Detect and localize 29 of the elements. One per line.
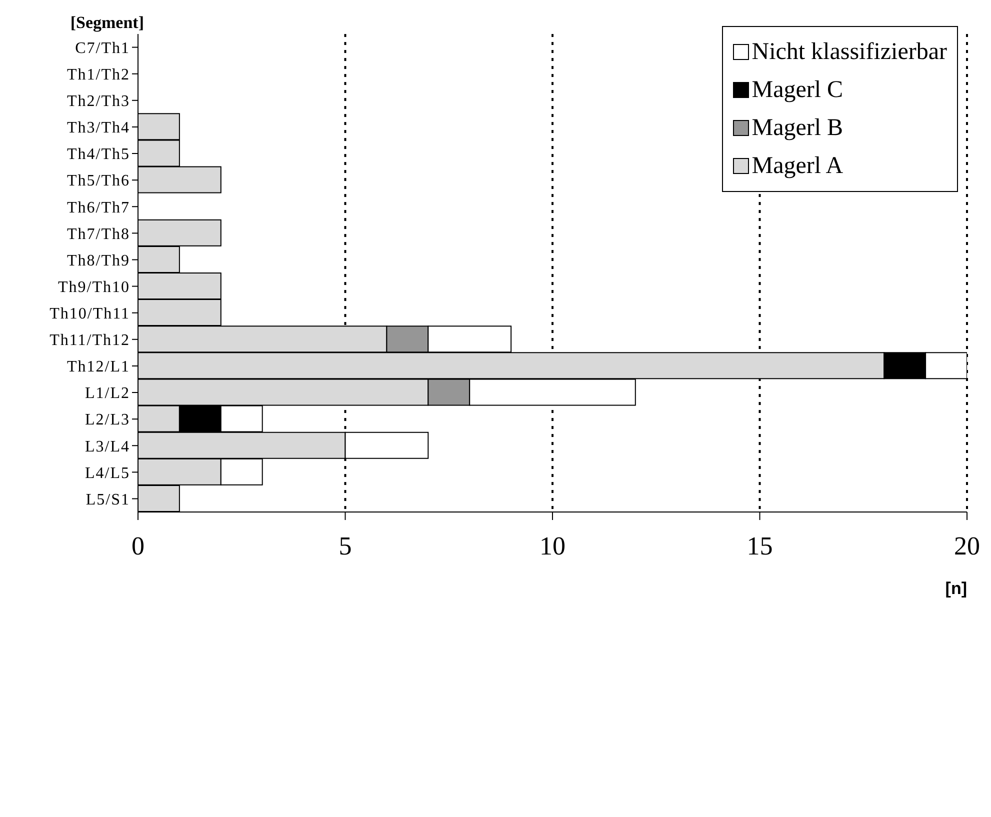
y-tick-label: Th4/Th5	[67, 146, 130, 164]
y-tick-label: Th9/Th10	[58, 278, 130, 296]
y-axis-title: [Segment]	[70, 13, 144, 32]
y-tick-label: Th11/Th12	[50, 332, 130, 350]
legend-label: Magerl A	[752, 152, 844, 181]
x-tick-label: 5	[338, 531, 352, 560]
y-tick-label: L3/L4	[85, 438, 130, 456]
y-tick-label: Th3/Th4	[67, 120, 130, 137]
y-tick-label: Th12/L1	[67, 358, 130, 376]
y-tick-label: L4/L5	[85, 464, 130, 482]
x-tick-label: 0	[132, 531, 144, 560]
y-tick-label: L2/L3	[85, 412, 130, 429]
y-tick-label: Th8/Th9	[67, 252, 130, 270]
y-tick-label: Th10/Th11	[50, 306, 130, 323]
x-tick-label: 15	[746, 531, 773, 560]
x-tick-label: 10	[540, 531, 566, 560]
legend-label: Nicht klassifizierbar	[752, 38, 947, 67]
y-tick-label: Th5/Th6	[67, 172, 130, 190]
y-tick-label: Th7/Th8	[67, 226, 130, 243]
x-tick-label: 20	[954, 531, 980, 560]
x-axis-title: [n]	[945, 579, 967, 598]
legend-label: Magerl B	[752, 114, 844, 143]
y-tick-label: Th6/Th7	[67, 199, 130, 216]
y-tick-label: Th1/Th2	[67, 66, 130, 84]
y-tick-label: L1/L2	[85, 385, 130, 402]
legend-label: Magerl C	[752, 76, 844, 105]
y-tick-label: Th2/Th3	[67, 93, 130, 110]
y-tick-label: L5/S1	[86, 491, 130, 508]
y-tick-label: C7/Th1	[75, 40, 130, 57]
